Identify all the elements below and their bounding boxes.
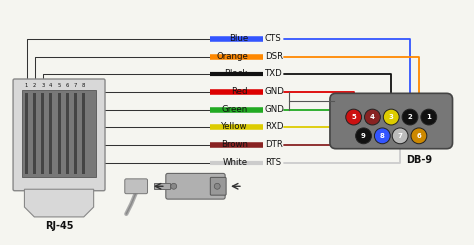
- Circle shape: [356, 128, 372, 144]
- Circle shape: [421, 109, 437, 125]
- Text: RJ-45: RJ-45: [45, 221, 73, 231]
- Text: Green: Green: [222, 105, 248, 114]
- Circle shape: [171, 183, 177, 189]
- Text: 4: 4: [49, 83, 53, 88]
- FancyBboxPatch shape: [210, 177, 226, 195]
- Text: 6: 6: [417, 133, 421, 139]
- Circle shape: [383, 109, 399, 125]
- Bar: [82, 93, 85, 174]
- Text: GND: GND: [264, 87, 284, 96]
- Text: 3: 3: [41, 83, 45, 88]
- Text: 7: 7: [73, 83, 77, 88]
- Circle shape: [346, 109, 362, 125]
- FancyBboxPatch shape: [13, 79, 105, 191]
- Circle shape: [214, 183, 220, 189]
- Text: RTS: RTS: [264, 158, 281, 167]
- Text: Red: Red: [231, 87, 248, 96]
- Bar: [57, 93, 61, 174]
- Bar: [49, 93, 53, 174]
- Text: 8: 8: [82, 83, 85, 88]
- Text: 2: 2: [408, 114, 412, 120]
- Bar: [33, 93, 36, 174]
- Polygon shape: [334, 102, 448, 142]
- Text: CTS: CTS: [264, 34, 282, 43]
- Text: DB-9: DB-9: [406, 155, 432, 165]
- Bar: [154, 183, 170, 189]
- Bar: [25, 93, 28, 174]
- Circle shape: [374, 128, 390, 144]
- Text: DSR: DSR: [264, 52, 283, 61]
- Text: Black: Black: [225, 69, 248, 78]
- FancyBboxPatch shape: [166, 173, 225, 199]
- FancyBboxPatch shape: [330, 93, 453, 149]
- Text: 7: 7: [398, 133, 402, 139]
- Text: 9: 9: [361, 133, 366, 139]
- Text: 4: 4: [370, 114, 375, 120]
- Text: 5: 5: [351, 114, 356, 120]
- Circle shape: [392, 128, 408, 144]
- FancyBboxPatch shape: [125, 179, 147, 194]
- Text: White: White: [223, 158, 248, 167]
- Text: 5: 5: [57, 83, 61, 88]
- Text: Blue: Blue: [228, 34, 248, 43]
- Text: TXD: TXD: [264, 69, 283, 78]
- Text: 8: 8: [380, 133, 385, 139]
- Text: 6: 6: [65, 83, 69, 88]
- Text: Brown: Brown: [221, 140, 248, 149]
- Circle shape: [402, 109, 418, 125]
- Text: 2: 2: [33, 83, 36, 88]
- Bar: [66, 93, 69, 174]
- Bar: [41, 93, 44, 174]
- Polygon shape: [25, 189, 94, 217]
- Bar: [74, 93, 77, 174]
- Text: 1: 1: [25, 83, 28, 88]
- FancyBboxPatch shape: [22, 90, 96, 177]
- Circle shape: [365, 109, 380, 125]
- Text: Yellow: Yellow: [221, 122, 248, 131]
- Text: DTR: DTR: [264, 140, 283, 149]
- Circle shape: [411, 128, 427, 144]
- Text: RXD: RXD: [264, 122, 283, 131]
- Text: 1: 1: [426, 114, 431, 120]
- Text: Orange: Orange: [216, 52, 248, 61]
- Text: GND: GND: [264, 105, 284, 114]
- Text: 3: 3: [389, 114, 394, 120]
